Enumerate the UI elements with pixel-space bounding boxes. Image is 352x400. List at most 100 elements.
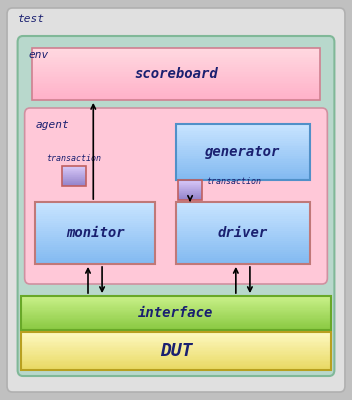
Bar [21,300,331,302]
Bar [21,315,331,316]
Bar [32,58,320,60]
Bar [35,235,155,237]
Bar [62,168,86,169]
Bar [178,193,202,194]
Bar [178,190,202,191]
Bar [178,189,202,190]
Bar [176,248,310,250]
Bar [35,225,155,227]
Bar [176,221,310,223]
Bar [21,341,331,342]
Bar [176,202,310,204]
Text: interface: interface [138,306,214,320]
Bar [176,254,310,256]
Bar [32,50,320,52]
Bar [21,322,331,323]
Bar [32,55,320,57]
Bar [62,176,86,177]
Bar [178,196,202,197]
Bar [21,337,331,338]
Bar [21,312,331,313]
Bar [176,158,310,160]
Bar [176,132,310,133]
Bar [62,183,86,184]
Bar [35,233,155,235]
Bar [21,303,331,304]
Bar [178,197,202,198]
Bar [32,83,320,84]
Bar [32,95,320,96]
Bar [21,310,331,311]
Bar [62,169,86,170]
Bar [21,368,331,369]
Bar [32,69,320,70]
Bar [21,345,331,346]
Bar [176,225,310,227]
Bar [176,144,310,146]
Text: driver: driver [218,226,268,240]
Bar [21,347,331,348]
Bar [62,167,86,168]
Text: generator: generator [205,145,281,159]
Bar [176,141,310,143]
Text: monitor: monitor [66,226,124,240]
Bar [176,152,310,154]
Bar [176,161,310,163]
Bar [21,343,331,345]
Bar [32,74,320,76]
Bar [21,365,331,366]
Text: transaction: transaction [46,154,101,163]
Bar [32,90,320,91]
Bar [62,166,86,167]
Bar [176,218,310,221]
Bar [62,175,86,176]
Bar [176,176,310,178]
Bar [21,307,331,308]
Bar [21,324,331,326]
Bar [21,321,331,322]
Bar [21,316,331,318]
Bar [32,72,320,74]
Bar [32,81,320,83]
Bar [178,195,202,196]
Bar [21,361,331,362]
Bar [21,348,331,350]
Bar [21,320,331,321]
Bar [32,86,320,88]
Text: env: env [28,50,49,60]
Bar [32,96,320,98]
Bar [21,306,331,307]
Bar [176,128,310,130]
Bar [21,350,331,351]
Bar [32,64,320,65]
Bar [35,221,155,223]
Bar [35,239,155,241]
Bar [62,184,86,185]
Bar [62,181,86,182]
FancyBboxPatch shape [18,36,334,376]
Bar [176,202,310,264]
Bar [62,173,86,174]
Bar [35,256,155,258]
Bar [62,185,86,186]
Text: agent: agent [35,120,69,130]
Bar [21,364,331,365]
Bar [32,93,320,95]
Bar [176,137,310,139]
Bar [35,212,155,214]
Bar [21,342,331,343]
Bar [178,184,202,185]
Bar [35,245,155,248]
FancyBboxPatch shape [7,8,345,392]
Bar [62,171,86,172]
Bar [21,311,331,312]
Bar [176,167,310,169]
Bar [21,319,331,320]
Bar [176,165,310,167]
Bar [32,65,320,67]
Bar [21,302,331,303]
Bar [176,160,310,161]
Bar [21,329,331,330]
Bar [35,223,155,225]
Bar [32,52,320,53]
